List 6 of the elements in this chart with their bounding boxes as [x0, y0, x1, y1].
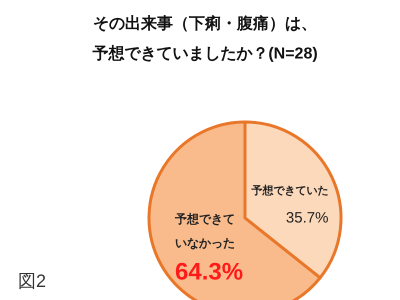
slice-label: 予想できていなかった	[174, 212, 236, 250]
chart-title: その出来事（下痢・腹痛）は、予想できていましたか？(N=28)	[91, 14, 318, 62]
data-label: 64.3%	[175, 258, 244, 286]
data-label: 35.7%	[286, 209, 328, 226]
slice-label: 予想できていた	[250, 184, 328, 197]
caption: 図2	[18, 271, 46, 291]
